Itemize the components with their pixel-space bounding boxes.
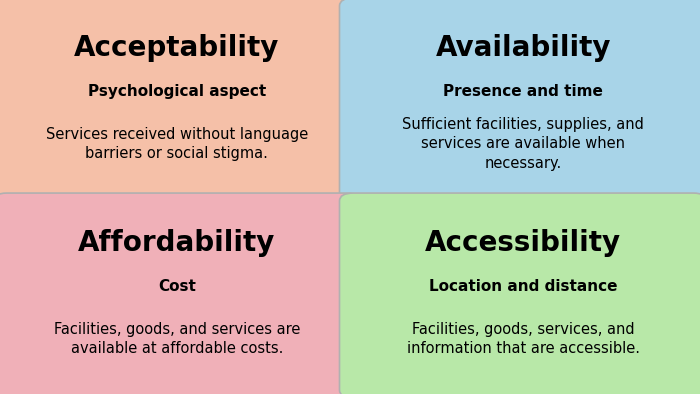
Text: Psychological aspect: Psychological aspect bbox=[88, 84, 266, 98]
Text: Location and distance: Location and distance bbox=[429, 279, 617, 294]
Text: Presence and time: Presence and time bbox=[443, 84, 603, 98]
Text: Services received without language
barriers or social stigma.: Services received without language barri… bbox=[46, 126, 308, 162]
Text: Facilities, goods, services, and
information that are accessible.: Facilities, goods, services, and informa… bbox=[407, 322, 640, 357]
Text: Affordability: Affordability bbox=[78, 229, 275, 256]
Text: Accessibility: Accessibility bbox=[425, 229, 622, 256]
Text: Cost: Cost bbox=[158, 279, 196, 294]
FancyBboxPatch shape bbox=[340, 193, 700, 394]
FancyBboxPatch shape bbox=[340, 0, 700, 203]
Text: Facilities, goods, and services are
available at affordable costs.: Facilities, goods, and services are avai… bbox=[54, 322, 300, 357]
Text: Acceptability: Acceptability bbox=[74, 33, 279, 61]
FancyBboxPatch shape bbox=[0, 193, 360, 394]
Text: Availability: Availability bbox=[435, 33, 611, 61]
Text: Sufficient facilities, supplies, and
services are available when
necessary.: Sufficient facilities, supplies, and ser… bbox=[402, 117, 644, 171]
FancyBboxPatch shape bbox=[0, 0, 360, 203]
